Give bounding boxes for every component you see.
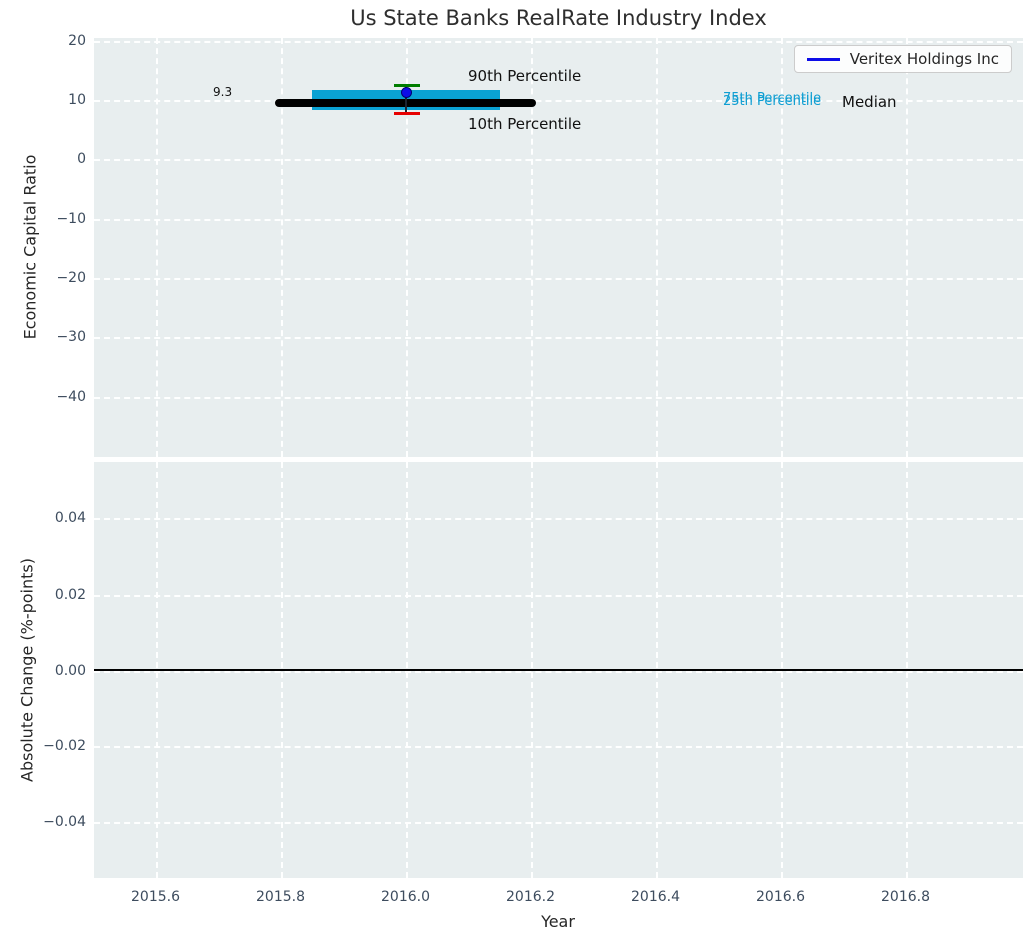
gridline-horizontal — [94, 40, 1023, 43]
gridline-horizontal — [94, 821, 1023, 824]
p25-annotation: 25th Percentile — [723, 94, 822, 109]
median-value-annotation: 9.3 — [213, 85, 233, 99]
gridline-vertical — [780, 38, 783, 457]
ytick-bottom: −0.04 — [43, 814, 86, 830]
gridline-horizontal — [94, 218, 1023, 221]
percentile-errorbar-stem — [405, 85, 407, 114]
ytick-top: 0 — [77, 151, 86, 167]
xtick: 2016.4 — [631, 889, 680, 905]
gridline-vertical — [280, 38, 283, 457]
gridline-vertical — [530, 38, 533, 457]
top-y-axis-label: Economic Capital Ratio — [20, 154, 40, 340]
p75-annotation: 75th Percentile — [723, 91, 822, 106]
legend-line-sample — [806, 57, 840, 61]
bottom-y-axis-label: Absolute Change (%-points) — [17, 558, 37, 782]
gridline-horizontal — [94, 670, 1023, 673]
p90-annotation: 90th Percentile — [468, 67, 582, 85]
gridline-vertical — [905, 38, 908, 457]
p10-errorbar-cap — [394, 112, 420, 115]
gridline-horizontal — [94, 278, 1023, 280]
top-plot-area: 9.3 90th Percentile 10th Percentile 75th… — [94, 38, 1023, 457]
ytick-top: −20 — [56, 270, 86, 286]
gridline-horizontal — [94, 595, 1023, 597]
gridline-horizontal — [94, 159, 1023, 162]
ytick-top: −10 — [56, 211, 86, 227]
gridline-horizontal — [94, 746, 1023, 748]
median-annotation: Median — [842, 93, 897, 111]
gridline-vertical — [155, 38, 158, 457]
gridline-horizontal — [94, 396, 1023, 399]
xtick: 2015.6 — [131, 889, 180, 905]
chart-title: Us State Banks RealRate Industry Index — [350, 6, 767, 30]
xtick: 2016.0 — [381, 889, 430, 905]
gridline-horizontal — [94, 100, 1023, 102]
zero-change-line — [94, 669, 1023, 671]
gridline-horizontal — [94, 518, 1023, 521]
legend-label: Veritex Holdings Inc — [849, 50, 999, 68]
gridline-horizontal — [94, 337, 1023, 340]
ytick-bottom: 0.02 — [54, 587, 86, 603]
ytick-bottom: −0.02 — [43, 738, 86, 754]
ytick-top: 10 — [68, 92, 86, 108]
ytick-top: 20 — [68, 33, 86, 49]
ytick-top: −40 — [56, 389, 86, 405]
ytick-bottom: 0.04 — [54, 510, 86, 526]
p10-annotation: 10th Percentile — [468, 115, 582, 133]
xtick: 2016.6 — [756, 889, 805, 905]
xtick: 2015.8 — [256, 889, 305, 905]
xtick: 2016.2 — [506, 889, 555, 905]
xtick: 2016.8 — [881, 889, 930, 905]
p90-errorbar-cap — [394, 84, 420, 87]
gridline-vertical — [405, 38, 408, 457]
company-data-point — [401, 87, 412, 98]
ytick-top: −30 — [56, 329, 86, 345]
legend: Veritex Holdings Inc — [793, 45, 1012, 73]
gridline-vertical — [655, 38, 658, 457]
x-axis-label: Year — [541, 912, 575, 931]
ytick-bottom: 0.00 — [54, 663, 86, 679]
bottom-plot-area — [94, 462, 1023, 878]
